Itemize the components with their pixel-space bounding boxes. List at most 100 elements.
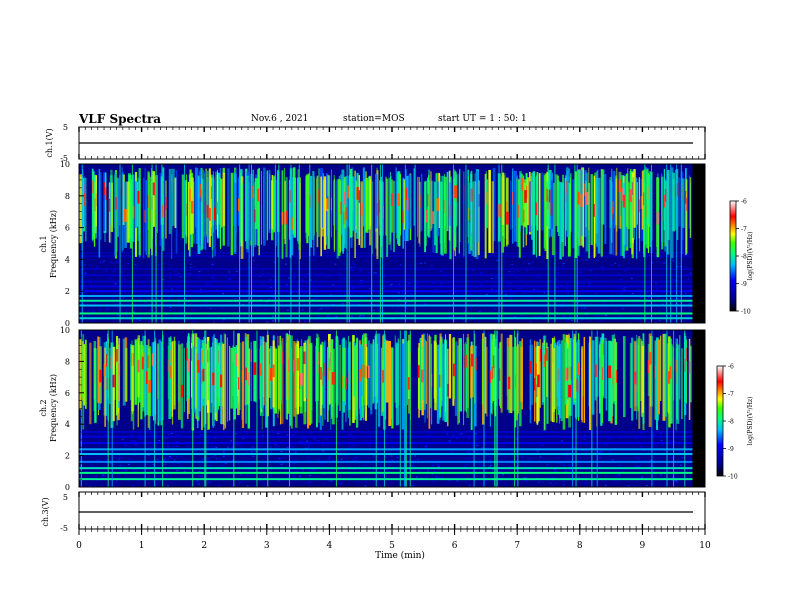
noise-speckle (639, 259, 642, 261)
sferic (81, 164, 83, 323)
whistler-peak (447, 383, 449, 397)
colorbar-tick-label: -7 (741, 226, 747, 233)
whistler-burst (104, 347, 107, 427)
noise-speckle (384, 456, 387, 458)
whistler-burst (514, 346, 518, 421)
noise-speckle (379, 433, 382, 435)
whistler-peak (340, 201, 343, 215)
noise-speckle (271, 292, 274, 294)
noise-speckle (419, 262, 422, 264)
noise-speckle (397, 306, 400, 308)
noise-speckle (515, 456, 518, 458)
whistler-peak (247, 372, 249, 386)
noise-speckle (568, 464, 571, 466)
whistler-burst (235, 345, 238, 409)
sferic (248, 164, 250, 323)
whistler-peak (235, 353, 238, 367)
noise-speckle (273, 276, 276, 278)
noise-speckle (254, 447, 257, 449)
noise-speckle (640, 432, 643, 434)
noise-speckle (484, 480, 487, 482)
noise-speckle (633, 445, 636, 447)
noise-speckle (100, 454, 103, 456)
whistler-burst (116, 343, 118, 426)
noise-speckle (344, 455, 347, 457)
noise-speckle (552, 477, 555, 479)
noise-speckle (636, 466, 639, 468)
noise-speckle (212, 279, 215, 281)
noise-speckle (256, 309, 259, 311)
noise-speckle (690, 288, 693, 290)
noise-speckle (469, 484, 472, 486)
noise-speckle (450, 316, 453, 318)
sferic (107, 330, 109, 487)
noise-speckle (88, 314, 91, 316)
noise-speckle (419, 311, 422, 313)
time-axis-tick-label: 0 (76, 541, 82, 551)
noise-speckle (105, 309, 108, 311)
noise-speckle (652, 292, 655, 294)
whistler-peak (281, 351, 284, 365)
noise-speckle (435, 288, 438, 290)
noise-speckle (128, 272, 131, 274)
colorbar-tick-label: -9 (741, 281, 747, 288)
noise-speckle (194, 451, 197, 453)
whistler-peak (358, 190, 360, 203)
noise-speckle (186, 293, 189, 295)
whistler-burst (672, 172, 676, 232)
noise-speckle (228, 271, 231, 273)
sferic (483, 330, 485, 487)
noise-speckle (184, 297, 187, 299)
whistler-burst (446, 171, 449, 232)
whistler-peak (404, 187, 408, 201)
noise-speckle (564, 320, 567, 322)
noise-speckle (640, 446, 643, 448)
whistler-burst (419, 337, 423, 411)
ch1-colorbar-label: log(PSD)(V²/Hz) (747, 232, 754, 281)
noise-speckle (523, 481, 526, 483)
noise-speckle (325, 319, 328, 321)
whistler-peak (431, 374, 433, 387)
whistler-peak (463, 349, 465, 363)
whistler-peak (465, 354, 467, 368)
noise-speckle (265, 301, 268, 303)
noise-speckle (501, 445, 504, 447)
time-axis-tick-label: 10 (699, 541, 711, 551)
whistler-peak (108, 198, 111, 212)
noise-speckle (636, 459, 639, 461)
whistler-burst (600, 337, 603, 426)
whistler-peak (152, 182, 155, 196)
whistler-burst (440, 341, 441, 413)
noise-speckle (647, 287, 650, 289)
whistler-burst (588, 336, 592, 431)
noise-speckle (147, 320, 150, 322)
whistler-burst (572, 179, 575, 249)
noise-speckle (207, 283, 210, 285)
ch2-channel-label: ch.2 (39, 399, 48, 416)
noise-speckle (581, 259, 584, 261)
noise-speckle (170, 288, 173, 290)
whistler-burst (690, 345, 692, 403)
noise-speckle (134, 444, 137, 446)
whistler-burst (444, 182, 446, 228)
noise-speckle (556, 271, 559, 273)
noise-speckle (228, 278, 231, 280)
noise-speckle (543, 308, 546, 310)
whistler-burst (304, 344, 307, 398)
whistler-burst (553, 347, 555, 423)
whistler-burst (454, 341, 458, 417)
noise-speckle (149, 309, 152, 311)
noise-speckle (561, 264, 564, 266)
whistler-burst (661, 176, 664, 250)
noise-speckle (416, 266, 419, 268)
noise-speckle (543, 292, 546, 294)
noise-speckle (489, 464, 492, 466)
whistler-burst (218, 342, 221, 397)
whistler-peak (144, 210, 146, 223)
noise-speckle (116, 314, 119, 316)
noise-speckle (162, 263, 165, 265)
noise-speckle (581, 307, 584, 309)
whistler-peak (360, 364, 363, 377)
noise-speckle (212, 319, 215, 321)
noise-speckle (539, 456, 542, 458)
